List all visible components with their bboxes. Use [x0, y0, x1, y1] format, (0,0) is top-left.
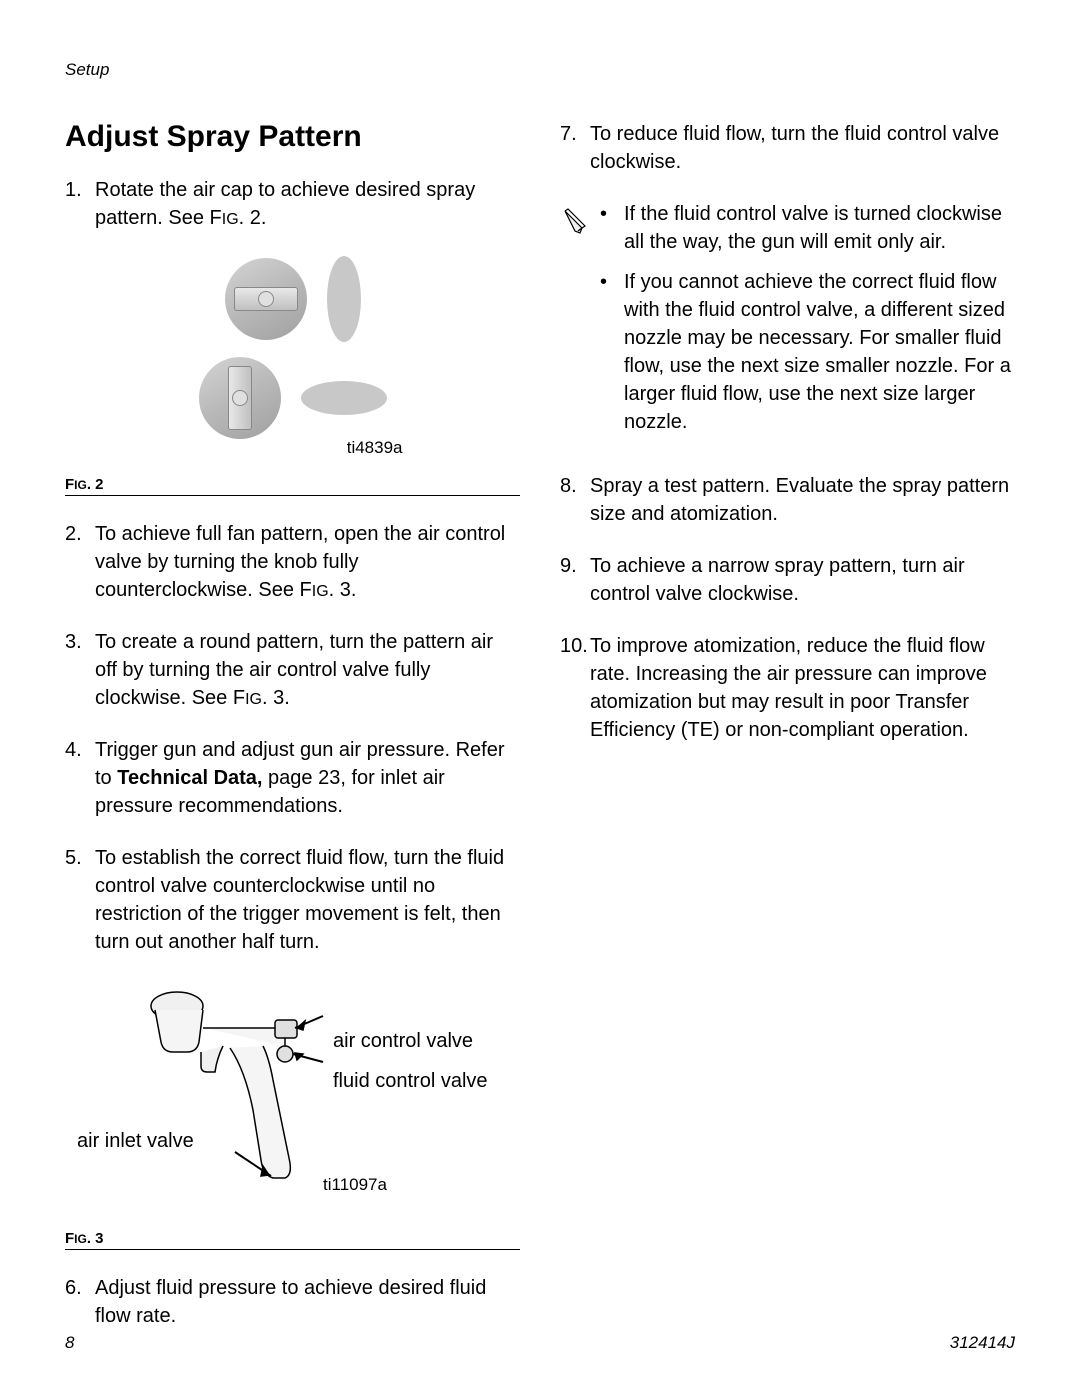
annotation-air-inlet: air inlet valve: [77, 1130, 194, 1153]
note-block: •If the fluid control valve is turned cl…: [560, 200, 1015, 448]
list-number: 9.: [560, 552, 590, 608]
list-number: 8.: [560, 472, 590, 528]
list-block-3: 6.Adjust fluid pressure to achieve desir…: [65, 1274, 520, 1330]
note-content: •If the fluid control valve is turned cl…: [600, 200, 1015, 448]
right-column: 7.To reduce fluid flow, turn the fluid c…: [560, 120, 1015, 1354]
pencil-icon: [560, 206, 590, 236]
list-text: To improve atomization, reduce the fluid…: [590, 632, 1015, 744]
annotation-air-control: air control valve: [333, 1030, 473, 1053]
list-item: 8.Spray a test pattern. Evaluate the spr…: [560, 472, 1015, 528]
list-item: 4.Trigger gun and adjust gun air pressur…: [65, 736, 520, 820]
image-code: ti4839a: [347, 438, 403, 458]
figure-divider-3: [65, 1249, 520, 1250]
figure-divider: [65, 495, 520, 496]
page-number: 8: [65, 1333, 74, 1353]
bullet-text: If the fluid control valve is turned clo…: [624, 200, 1015, 256]
list-block-r2: 8.Spray a test pattern. Evaluate the spr…: [560, 472, 1015, 744]
list-number: 1.: [65, 176, 95, 232]
list-text: To create a round pattern, turn the patt…: [95, 628, 520, 712]
list-number: 5.: [65, 844, 95, 956]
list-item: 5.To establish the correct fluid flow, t…: [65, 844, 520, 956]
list-block-2: 2.To achieve full fan pattern, open the …: [65, 520, 520, 956]
annotation-fluid-control: fluid control valve: [333, 1070, 488, 1093]
bullet-text: If you cannot achieve the correct fluid …: [624, 268, 1015, 436]
list-block-1: 1.Rotate the air cap to achieve desired …: [65, 176, 520, 232]
list-text: Spray a test pattern. Evaluate the spray…: [590, 472, 1015, 528]
list-item: 10.To improve atomization, reduce the fl…: [560, 632, 1015, 744]
list-text: To achieve a narrow spray pattern, turn …: [590, 552, 1015, 608]
figure-2: ti4839a: [65, 256, 520, 466]
list-block-r1: 7.To reduce fluid flow, turn the fluid c…: [560, 120, 1015, 176]
list-item: 6.Adjust fluid pressure to achieve desir…: [65, 1274, 520, 1330]
list-text: To reduce fluid flow, turn the fluid con…: [590, 120, 1015, 176]
bullet-mark: •: [600, 200, 624, 256]
figure-3: air control valve fluid control valve ai…: [65, 980, 520, 1220]
bullet-item: •If you cannot achieve the correct fluid…: [600, 268, 1015, 436]
image-code-3: ti11097a: [323, 1175, 387, 1195]
list-number: 4.: [65, 736, 95, 820]
page-title: Adjust Spray Pattern: [65, 120, 520, 154]
list-text: To establish the correct fluid flow, tur…: [95, 844, 520, 956]
document-id: 312414J: [950, 1333, 1015, 1353]
list-number: 7.: [560, 120, 590, 176]
bullet-mark: •: [600, 268, 624, 436]
list-text: Rotate the air cap to achieve desired sp…: [95, 176, 520, 232]
list-item: 9.To achieve a narrow spray pattern, tur…: [560, 552, 1015, 608]
left-column: Adjust Spray Pattern 1.Rotate the air ca…: [65, 120, 520, 1354]
air-cap-diagram: ti4839a: [183, 256, 403, 466]
list-text: Adjust fluid pressure to achieve desired…: [95, 1274, 520, 1330]
list-item: 7.To reduce fluid flow, turn the fluid c…: [560, 120, 1015, 176]
two-column-layout: Adjust Spray Pattern 1.Rotate the air ca…: [65, 120, 1015, 1354]
list-number: 2.: [65, 520, 95, 604]
figure-2-label: FIG. 2: [65, 476, 520, 493]
figure-3-label: FIG. 3: [65, 1230, 520, 1247]
spray-gun-illustration: [135, 980, 345, 1190]
bullet-item: •If the fluid control valve is turned cl…: [600, 200, 1015, 256]
list-item: 3.To create a round pattern, turn the pa…: [65, 628, 520, 712]
list-number: 10.: [560, 632, 590, 744]
section-header: Setup: [65, 60, 1015, 80]
list-text: To achieve full fan pattern, open the ai…: [95, 520, 520, 604]
list-number: 6.: [65, 1274, 95, 1330]
list-number: 3.: [65, 628, 95, 712]
list-item: 1.Rotate the air cap to achieve desired …: [65, 176, 520, 232]
page-footer: 8 312414J: [65, 1333, 1015, 1353]
list-item: 2.To achieve full fan pattern, open the …: [65, 520, 520, 604]
list-text: Trigger gun and adjust gun air pressure.…: [95, 736, 520, 820]
